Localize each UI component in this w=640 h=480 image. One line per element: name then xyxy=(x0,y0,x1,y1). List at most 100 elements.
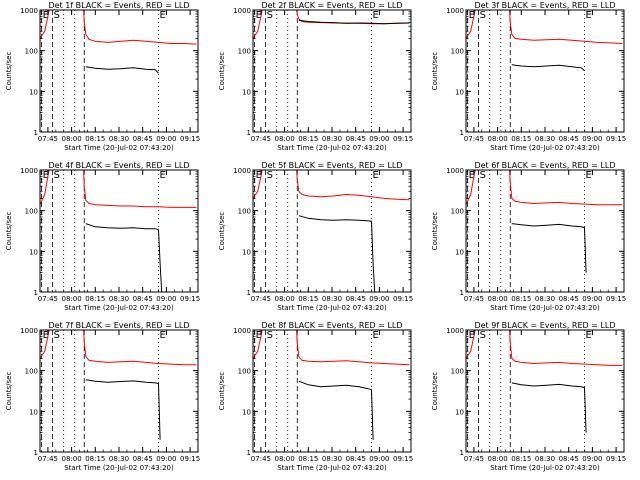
marker-label-e: E xyxy=(43,10,49,21)
x-tick-label: 08:45 xyxy=(133,135,153,143)
x-tick-label: 07:45 xyxy=(464,295,484,303)
x-tick-label: 09:00 xyxy=(156,295,176,303)
marker-label-e: E xyxy=(469,330,475,341)
x-tick-label: 08:15 xyxy=(298,295,318,303)
x-tick-label: 08:45 xyxy=(133,295,153,303)
x-tick-label: 08:00 xyxy=(488,455,508,463)
y-axis-title: Counts/sec xyxy=(431,52,439,91)
y-tick-label: 100 xyxy=(451,48,464,56)
x-tick-label: 09:00 xyxy=(582,455,602,463)
x-tick-label: 08:15 xyxy=(298,455,318,463)
y-tick-label: 1 xyxy=(34,449,38,457)
marker-label-e: E xyxy=(586,330,592,341)
marker-label-s: S xyxy=(480,10,486,21)
lld-series-line xyxy=(40,330,197,366)
x-tick-label: 09:15 xyxy=(393,295,413,303)
lld-series-line xyxy=(253,170,410,201)
x-tick-label: 08:00 xyxy=(62,455,82,463)
x-tick-label: 07:45 xyxy=(38,295,58,303)
marker-label-s: S xyxy=(267,330,273,341)
marker-label-s: S xyxy=(267,170,273,181)
marker-label-e: E xyxy=(373,330,379,341)
x-tick-label: 09:00 xyxy=(156,455,176,463)
x-tick-label: 09:00 xyxy=(369,455,389,463)
x-axis-title: Start Time (20-Jul-02 07:43:20) xyxy=(490,304,600,312)
y-tick-label: 10 xyxy=(455,88,464,96)
y-tick-label: 1000 xyxy=(233,7,251,15)
y-tick-label: 1 xyxy=(247,289,251,297)
marker-label-e: E xyxy=(373,10,379,21)
y-tick-label: 10 xyxy=(29,88,38,96)
x-tick-label: 09:00 xyxy=(582,295,602,303)
y-axis-title: Counts/sec xyxy=(5,212,13,251)
marker-label-e: E xyxy=(160,330,166,341)
y-tick-label: 10 xyxy=(455,248,464,256)
marker-label-e: E xyxy=(586,170,592,181)
x-tick-label: 08:45 xyxy=(559,135,579,143)
events-series-line xyxy=(298,19,410,25)
x-axis-title: Start Time (20-Jul-02 07:43:20) xyxy=(277,304,387,312)
y-axis-title: Counts/sec xyxy=(431,372,439,411)
x-tick-label: 08:00 xyxy=(488,295,508,303)
x-tick-label: 08:30 xyxy=(535,135,555,143)
x-tick-label: 07:45 xyxy=(251,135,271,143)
lld-series-line xyxy=(253,330,410,366)
y-tick-label: 10 xyxy=(242,248,251,256)
x-axis-title: Start Time (20-Jul-02 07:43:20) xyxy=(277,144,387,152)
chart-title: Det 1f BLACK = Events, RED = LLD xyxy=(48,1,189,10)
events-series-line xyxy=(511,382,587,433)
x-tick-label: 09:15 xyxy=(393,135,413,143)
x-tick-label: 08:45 xyxy=(559,295,579,303)
y-tick-label: 1000 xyxy=(233,167,251,175)
chart-title: Det 8f BLACK = Events, RED = LLD xyxy=(261,321,402,330)
x-axis-title: Start Time (20-Jul-02 07:43:20) xyxy=(64,464,174,472)
x-tick-label: 08:30 xyxy=(109,455,129,463)
events-series-line xyxy=(85,379,161,440)
events-series-line xyxy=(298,215,376,292)
y-tick-label: 100 xyxy=(25,208,38,216)
y-tick-label: 1000 xyxy=(20,167,38,175)
lld-series-line xyxy=(466,10,623,44)
x-tick-label: 09:15 xyxy=(180,295,200,303)
x-tick-label: 09:15 xyxy=(393,455,413,463)
x-tick-label: 08:15 xyxy=(511,135,531,143)
lld-series-line xyxy=(466,170,623,206)
x-tick-label: 08:45 xyxy=(346,455,366,463)
x-tick-label: 08:30 xyxy=(322,295,342,303)
y-tick-label: 100 xyxy=(238,208,251,216)
marker-label-e: E xyxy=(43,330,49,341)
x-tick-label: 09:15 xyxy=(180,135,200,143)
x-tick-label: 07:45 xyxy=(251,455,271,463)
chart-title: Det 2f BLACK = Events, RED = LLD xyxy=(261,1,402,10)
x-tick-label: 08:00 xyxy=(488,135,508,143)
x-tick-label: 08:45 xyxy=(346,295,366,303)
chart-title: Det 4f BLACK = Events, RED = LLD xyxy=(48,161,189,170)
x-tick-label: 09:00 xyxy=(156,135,176,143)
x-tick-label: 08:45 xyxy=(346,135,366,143)
marker-label-e: E xyxy=(373,170,379,181)
x-tick-label: 08:15 xyxy=(85,295,105,303)
y-tick-label: 1000 xyxy=(446,7,464,15)
x-axis-title: Start Time (20-Jul-02 07:43:20) xyxy=(64,304,174,312)
y-tick-label: 1 xyxy=(460,289,464,297)
y-axis-title: Counts/sec xyxy=(431,212,439,251)
x-tick-label: 07:45 xyxy=(38,455,58,463)
y-tick-label: 1 xyxy=(34,129,38,137)
x-tick-label: 09:00 xyxy=(369,135,389,143)
y-tick-label: 1000 xyxy=(233,327,251,335)
y-tick-label: 1 xyxy=(460,449,464,457)
events-series-line xyxy=(85,66,159,74)
x-tick-label: 07:45 xyxy=(251,295,271,303)
lld-series-line xyxy=(40,10,197,45)
y-tick-label: 10 xyxy=(242,88,251,96)
x-tick-label: 08:15 xyxy=(85,455,105,463)
y-tick-label: 100 xyxy=(451,368,464,376)
chart-title: Det 3f BLACK = Events, RED = LLD xyxy=(474,1,615,10)
